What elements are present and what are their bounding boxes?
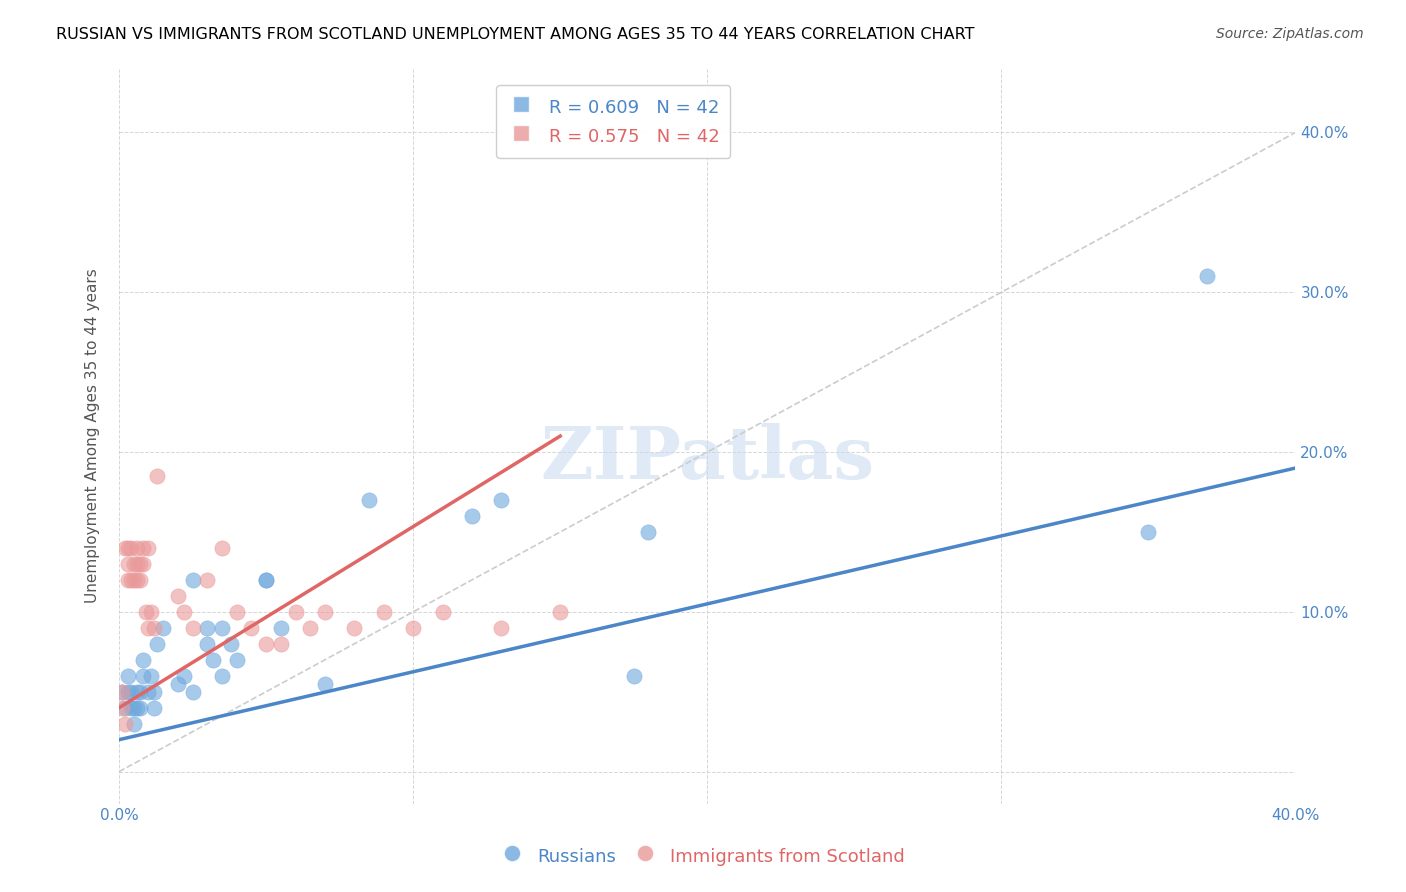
- Point: [128, 685, 150, 699]
- Point: [623, 669, 645, 683]
- Point: [117, 557, 139, 571]
- Point: [143, 685, 166, 699]
- Point: [284, 605, 307, 619]
- Point: [141, 669, 163, 683]
- Point: [173, 605, 195, 619]
- Point: [152, 621, 174, 635]
- Point: [125, 685, 148, 699]
- Legend: Russians, Immigrants from Scotland: Russians, Immigrants from Scotland: [494, 838, 912, 874]
- Point: [117, 669, 139, 683]
- Point: [270, 637, 292, 651]
- Point: [173, 669, 195, 683]
- Text: ZIPatlas: ZIPatlas: [540, 423, 875, 493]
- Point: [1137, 524, 1160, 539]
- Point: [343, 621, 366, 635]
- Point: [211, 621, 233, 635]
- Point: [195, 637, 218, 651]
- Point: [254, 573, 277, 587]
- Point: [461, 508, 484, 523]
- Point: [117, 573, 139, 587]
- Point: [141, 605, 163, 619]
- Point: [122, 573, 145, 587]
- Point: [131, 541, 153, 555]
- Point: [402, 621, 425, 635]
- Point: [314, 605, 336, 619]
- Point: [299, 621, 322, 635]
- Point: [225, 605, 247, 619]
- Point: [125, 557, 148, 571]
- Point: [114, 541, 136, 555]
- Point: [373, 605, 395, 619]
- Point: [146, 637, 169, 651]
- Point: [122, 700, 145, 714]
- Point: [167, 589, 190, 603]
- Point: [181, 621, 204, 635]
- Point: [128, 700, 150, 714]
- Point: [138, 541, 160, 555]
- Point: [125, 541, 148, 555]
- Point: [128, 573, 150, 587]
- Point: [548, 605, 571, 619]
- Point: [131, 557, 153, 571]
- Text: RUSSIAN VS IMMIGRANTS FROM SCOTLAND UNEMPLOYMENT AMONG AGES 35 TO 44 YEARS CORRE: RUSSIAN VS IMMIGRANTS FROM SCOTLAND UNEM…: [56, 27, 974, 42]
- Point: [111, 700, 134, 714]
- Point: [138, 685, 160, 699]
- Point: [219, 637, 242, 651]
- Point: [122, 557, 145, 571]
- Point: [211, 541, 233, 555]
- Point: [314, 677, 336, 691]
- Point: [181, 685, 204, 699]
- Point: [134, 605, 156, 619]
- Point: [195, 621, 218, 635]
- Point: [114, 716, 136, 731]
- Y-axis label: Unemployment Among Ages 35 to 44 years: Unemployment Among Ages 35 to 44 years: [86, 268, 100, 604]
- Point: [491, 493, 513, 508]
- Point: [211, 669, 233, 683]
- Point: [491, 621, 513, 635]
- Point: [138, 621, 160, 635]
- Point: [270, 621, 292, 635]
- Legend: R = 0.609   N = 42, R = 0.575   N = 42: R = 0.609 N = 42, R = 0.575 N = 42: [496, 85, 730, 158]
- Point: [114, 700, 136, 714]
- Point: [131, 669, 153, 683]
- Point: [254, 573, 277, 587]
- Point: [111, 685, 134, 699]
- Point: [120, 700, 142, 714]
- Point: [122, 716, 145, 731]
- Point: [143, 700, 166, 714]
- Point: [225, 653, 247, 667]
- Point: [125, 700, 148, 714]
- Point: [181, 573, 204, 587]
- Point: [120, 573, 142, 587]
- Point: [167, 677, 190, 691]
- Point: [117, 541, 139, 555]
- Point: [120, 685, 142, 699]
- Point: [637, 524, 659, 539]
- Point: [146, 469, 169, 483]
- Point: [128, 557, 150, 571]
- Point: [120, 541, 142, 555]
- Point: [195, 573, 218, 587]
- Text: Source: ZipAtlas.com: Source: ZipAtlas.com: [1216, 27, 1364, 41]
- Point: [254, 637, 277, 651]
- Point: [1197, 269, 1219, 284]
- Point: [143, 621, 166, 635]
- Point: [125, 573, 148, 587]
- Point: [432, 605, 454, 619]
- Point: [117, 685, 139, 699]
- Point: [357, 493, 380, 508]
- Point: [131, 653, 153, 667]
- Point: [240, 621, 263, 635]
- Point: [202, 653, 225, 667]
- Point: [111, 685, 134, 699]
